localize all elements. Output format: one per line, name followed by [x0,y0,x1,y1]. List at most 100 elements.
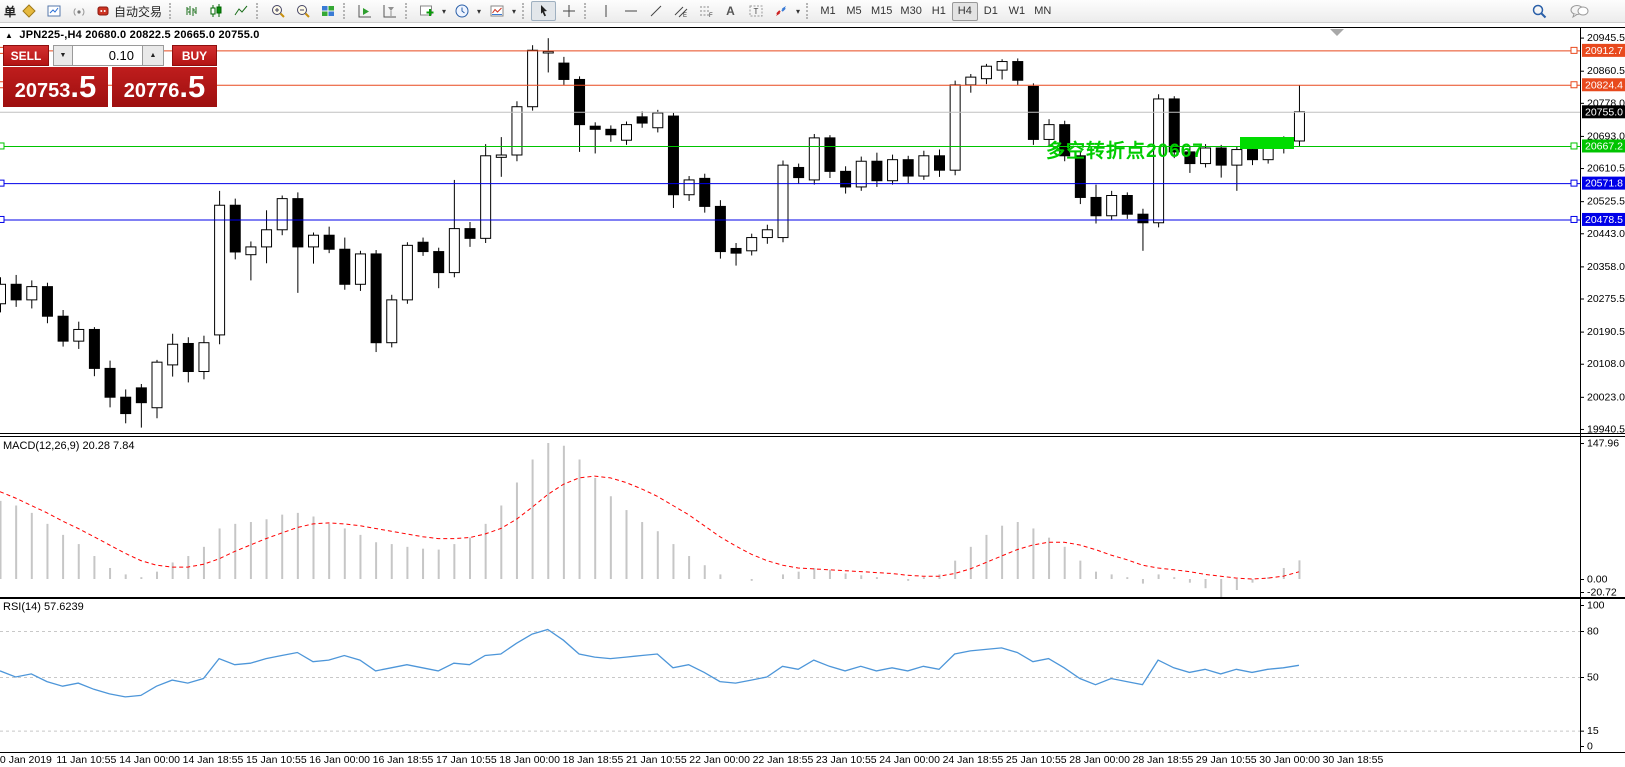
candle-body [151,361,163,409]
candle-body [229,204,241,253]
time-label: 14 Jan 18:55 [183,754,244,766]
text-button[interactable]: A [718,1,743,21]
level-handle-left[interactable] [0,215,5,223]
chart-shift-marker-icon[interactable] [1330,29,1344,36]
cursor-button[interactable] [531,1,557,21]
sell-price[interactable]: 20753.5 [3,67,108,107]
buy-button[interactable]: BUY [172,45,217,66]
tab-m30[interactable]: M30 [900,5,922,17]
candle-body [198,342,210,373]
vline-button[interactable] [593,1,618,21]
time-label: 25 Jan 10:55 [1006,754,1067,766]
level-handle-left[interactable] [0,142,5,150]
candle-body [996,61,1008,71]
zoom-out-button[interactable] [290,1,315,21]
tab-h4[interactable]: H4 [951,1,978,21]
tab-m15[interactable]: M15 [871,5,893,17]
trendline-button[interactable] [643,1,668,21]
new-order-button[interactable]: 单 [0,1,16,21]
tile-windows-button[interactable] [315,1,340,21]
toolbar-grip [584,3,590,19]
market-watch-button[interactable] [41,1,66,21]
tab-mn[interactable]: MN [1034,5,1052,17]
candle-body [88,328,100,369]
toolbar-grip [806,3,812,19]
candle-body [1168,98,1180,153]
sell-button[interactable]: SELL [3,45,49,66]
volume-increase-button[interactable]: ▲ [143,45,164,66]
price-tick-label: 20945.5 [1587,32,1625,44]
periods-dropdown-caret[interactable]: ▾ [477,6,482,16]
candle-body [1059,124,1071,157]
candle-body [41,286,53,317]
auto-scroll-button[interactable] [352,1,377,21]
rsi-tick-label: 15 [1587,725,1599,737]
level-price-label-box [1582,105,1625,119]
text-label-button[interactable]: T [743,1,768,21]
chat-button[interactable] [1566,1,1591,21]
tab-h1[interactable]: H1 [931,5,946,17]
crosshair-button[interactable] [556,1,581,21]
time-label: 17 Jan 10:55 [436,754,497,766]
indicators-dropdown-caret[interactable]: ▾ [442,6,447,16]
collapse-marker-icon[interactable]: ▲ [5,31,14,40]
level-handle-left[interactable] [0,179,5,187]
candle-body [1043,124,1055,140]
buy-price[interactable]: 20776.5 [112,67,217,107]
candle-body [73,328,85,342]
bar-chart-button[interactable] [178,1,203,21]
tab-w1[interactable]: W1 [1008,5,1026,17]
templates-dropdown-caret[interactable]: ▾ [512,6,517,16]
rsi-tick-label: 50 [1587,672,1599,684]
candle-body [777,164,789,239]
annotation-text[interactable]: 多空转折点20667 [1046,139,1204,162]
tab-d1[interactable]: D1 [983,5,998,17]
line-chart-button[interactable] [228,1,253,21]
periods-button[interactable] [449,1,474,21]
chat-icon [1569,3,1589,19]
new-order-icon-button[interactable] [16,1,41,21]
level-handle-right[interactable] [1570,179,1578,187]
chart-shift-button[interactable] [377,1,402,21]
candle-body [542,50,554,54]
candle-body [714,205,726,253]
candle-body [808,137,820,181]
time-label: 24 Jan 00:00 [879,754,940,766]
buy-price-pip: .5 [179,69,206,104]
level-handle-right[interactable] [1570,46,1578,54]
price-tick-label: 20190.5 [1587,326,1625,338]
annotation-box[interactable] [1240,137,1294,149]
volume-decrease-button[interactable]: ▼ [53,45,73,66]
arrows-dropdown-caret[interactable]: ▾ [796,6,801,16]
tab-m5[interactable]: M5 [846,5,862,17]
fibonacci-button[interactable]: F [693,1,718,21]
tab-m1[interactable]: M1 [820,5,836,17]
channel-icon: E [673,3,689,19]
candle-body [167,343,179,366]
toolbar: 单 自动交易 ▾ ▾ ▾ E F A T ▾ M1 M5 M15 M30 H1 … [0,0,1625,23]
autotrading-button[interactable]: 自动交易 [91,1,166,21]
candle-body [10,283,22,301]
candlestick-button[interactable] [203,1,228,21]
time-label: 30 Jan 18:55 [1323,754,1384,766]
level-handle-right[interactable] [1570,81,1578,89]
templates-button[interactable] [484,1,509,21]
level-handle-right[interactable] [1570,215,1578,223]
candle-body [480,155,492,239]
candle-body [683,179,695,196]
indicators-button[interactable] [414,1,439,21]
hline-button[interactable] [618,1,643,21]
signal-button[interactable] [66,1,91,21]
channel-button[interactable]: E [668,1,693,21]
volume-input[interactable]: 0.10 [73,45,143,66]
search-button[interactable] [1527,1,1552,21]
zoom-in-button[interactable] [265,1,290,21]
arrows-button[interactable] [768,1,793,21]
level-price-label: 20478.5 [1585,214,1623,226]
hline-icon [623,3,639,19]
candle-body [934,155,945,171]
symbol-period: JPN225-,H4 [19,29,82,41]
candle-body [511,106,523,156]
level-handle-right[interactable] [1570,142,1578,150]
